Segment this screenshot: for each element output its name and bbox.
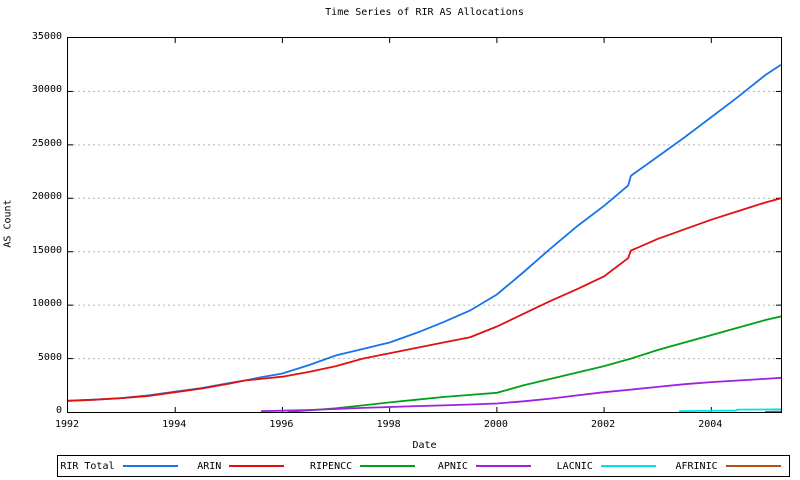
chart-title: Time Series of RIR AS Allocations (325, 7, 524, 18)
legend-item-rir-total: RIR Total (58, 456, 180, 476)
series-line-arin (68, 197, 781, 402)
series-line-ripencc (287, 315, 781, 412)
x-tick-label-2002: 2002 (591, 419, 616, 430)
legend-label: ARIN (197, 460, 222, 472)
y-tick-label-5000: 5000 (37, 351, 62, 363)
legend-item-afrinic: AFRINIC (667, 456, 789, 476)
legend-line-sample (725, 465, 781, 467)
legend-item-ripencc: RIPENCC (302, 456, 424, 476)
y-tick-label-30000: 30000 (31, 84, 62, 96)
legend-label: RIR Total (60, 460, 115, 472)
legend-item-lacnic: LACNIC (545, 456, 667, 476)
x-tick-label-2000: 2000 (483, 419, 508, 430)
series-line-apnic (260, 376, 781, 412)
x-tick-label-1994: 1994 (162, 419, 187, 430)
legend-line-sample (122, 465, 178, 467)
plot-canvas (68, 38, 781, 412)
legend-line-sample (475, 465, 531, 467)
legend-label: RIPENCC (309, 460, 353, 472)
x-tick-label-1996: 1996 (269, 419, 294, 430)
legend-label: APNIC (437, 460, 468, 472)
x-tick-label-1998: 1998 (376, 419, 401, 430)
y-axis-tick-labels: 0 5000 10000 15000 20000 25000 30000 35000 (0, 0, 62, 480)
x-tick-label-2004: 2004 (698, 419, 723, 430)
y-tick-label-20000: 20000 (31, 191, 62, 203)
legend-line-sample (360, 465, 416, 467)
legend: RIR Total ARIN RIPENCC APNIC LACNIC AFRINIC (57, 455, 790, 477)
x-axis-title: Date (412, 440, 437, 451)
series-line-lacnic (679, 408, 781, 412)
y-tick-label-10000: 10000 (31, 298, 62, 310)
y-tick-label-35000: 35000 (31, 31, 62, 42)
legend-item-arin: ARIN (180, 456, 302, 476)
x-axis-tick-labels: 1992 1994 1996 1998 2000 2002 2004 (0, 419, 800, 433)
y-tick-label-0: 0 (55, 405, 62, 416)
y-tick-label-15000: 15000 (31, 244, 62, 256)
x-tick-label-1992: 1992 (54, 419, 80, 430)
legend-line-sample (229, 465, 285, 467)
y-tick-label-25000: 25000 (31, 137, 62, 149)
legend-label: AFRINIC (675, 460, 718, 472)
legend-line-sample (600, 465, 656, 467)
legend-item-apnic: APNIC (423, 456, 545, 476)
plot-area (67, 37, 782, 413)
legend-label: LACNIC (556, 460, 593, 472)
